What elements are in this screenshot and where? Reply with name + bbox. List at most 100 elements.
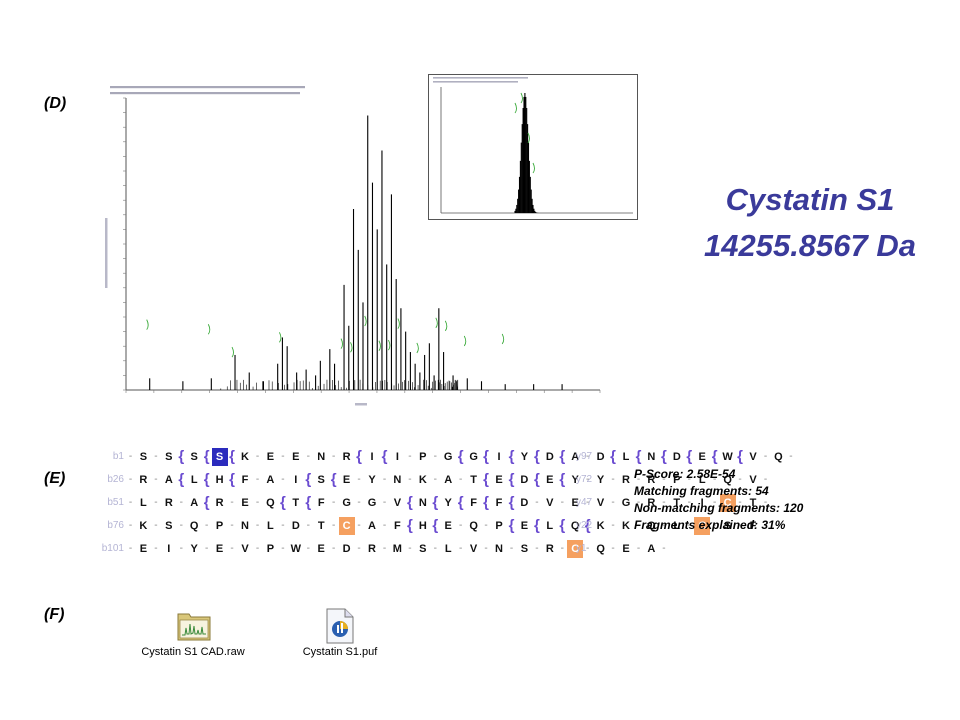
residue-separator: - <box>713 520 717 531</box>
residue-separator: - <box>636 497 641 508</box>
fragment-annotation-mark <box>416 342 419 354</box>
residue: W <box>290 543 301 555</box>
residue: A <box>164 474 173 486</box>
residue: W <box>722 451 733 463</box>
residue-separator: - <box>205 543 209 554</box>
residue: L <box>140 497 147 509</box>
residue: I <box>395 451 399 463</box>
residue: P <box>266 543 275 555</box>
residue-separator: - <box>154 520 158 531</box>
fragment-cleavage-mark: { <box>584 517 591 534</box>
residue: R <box>622 474 630 486</box>
residue: Q <box>570 520 580 532</box>
file-raw-name: Cystatin S1 CAD.raw <box>141 646 245 658</box>
fragment-cleavage-mark: { <box>483 494 490 511</box>
residue: N <box>241 520 249 532</box>
residue-separator: - <box>230 497 234 508</box>
sequence-row: b101- E - I - Y - E - V - P - W - E - D - R - M - S - L - V - N - S - R - C… <box>88 538 666 561</box>
residue-separator: - <box>611 474 615 485</box>
residue-separator: - <box>382 474 387 485</box>
residue-separator: - <box>509 543 514 554</box>
residue-separator: - <box>332 520 336 531</box>
residue: E <box>215 543 224 555</box>
residue-separator: - <box>357 497 361 508</box>
residue: V <box>749 451 757 463</box>
fragment-cleavage-mark: { <box>203 448 210 465</box>
y-ion-label: y22 <box>576 520 593 531</box>
residue-separator: - <box>433 543 437 554</box>
residue: I <box>497 451 501 463</box>
residue-separator: - <box>306 451 310 462</box>
residue: E <box>495 474 503 486</box>
residue-separator: - <box>433 451 437 462</box>
protein-name: Cystatin S1 <box>725 182 895 217</box>
residue-separator: - <box>154 451 158 462</box>
residue: V <box>469 543 478 555</box>
residue: I <box>294 474 298 486</box>
residue: Y <box>520 451 529 463</box>
fragments-explained: Fragments explained: 31% <box>634 518 786 532</box>
residue-separator: - <box>789 451 793 462</box>
fragment-annotation-mark <box>463 335 467 347</box>
file-raw[interactable]: Cystatin S1 CAD.raw <box>128 608 258 658</box>
residue-separator: - <box>179 543 183 554</box>
residue: D <box>342 543 351 555</box>
residue: P <box>419 451 427 463</box>
residue: S <box>139 451 148 463</box>
b-ion-label: b51 <box>107 497 124 508</box>
fragment-annotation-mark <box>378 340 381 352</box>
inset-annotation-mark <box>527 132 530 144</box>
residue: S <box>520 543 529 555</box>
inset-annotation-mark <box>532 162 535 174</box>
residue: N <box>647 451 656 463</box>
inset-axes <box>433 77 633 214</box>
residue: F <box>394 520 401 532</box>
residue-separator: - <box>382 520 387 531</box>
residue: D <box>291 520 300 532</box>
residue-separator: - <box>255 474 260 485</box>
residue: A <box>266 474 275 486</box>
residue: H <box>418 520 427 532</box>
residue-separator: - <box>357 520 361 531</box>
fragment-sequence-map: b1- S - S{S{S{K - E - E - N - R{I{I - P - G{G{I{Y{D{A - D… <box>88 446 793 561</box>
residue: C <box>694 517 711 535</box>
fragment-cleavage-mark: { <box>305 471 312 488</box>
residue-separator: - <box>433 474 437 485</box>
mass-spectrum <box>105 86 601 406</box>
residue-separator: - <box>128 497 133 508</box>
fragment-cleavage-mark: { <box>356 448 363 465</box>
residue: N <box>393 474 402 486</box>
fragment-annotation-mark <box>435 317 438 329</box>
inset-header-line <box>433 81 518 83</box>
fragment-cleavage-mark: { <box>203 494 210 511</box>
residue-separator: - <box>459 543 463 554</box>
residue-separator: - <box>484 543 488 554</box>
fragment-cleavage-mark: { <box>203 471 210 488</box>
residue: G <box>621 497 631 509</box>
residue-separator: - <box>611 497 615 508</box>
spectrum-inset <box>428 74 638 220</box>
file-puf[interactable]: Cystatin S1.puf <box>290 608 390 658</box>
residue-separator: - <box>128 520 133 531</box>
residue: Q <box>647 520 656 532</box>
fragment-cleavage-mark: { <box>508 517 515 534</box>
b-ion-label: b101 <box>101 543 124 554</box>
residue: C <box>338 517 355 535</box>
residue-separator: - <box>611 520 615 531</box>
x-axis-title-mark <box>355 403 367 406</box>
residue-separator: - <box>484 520 488 531</box>
residue: N <box>317 451 326 463</box>
residue-separator: - <box>763 520 768 531</box>
puf-file-icon <box>324 608 356 644</box>
residue-separator: - <box>713 497 717 508</box>
residue: V <box>749 474 757 486</box>
residue: E <box>571 497 579 509</box>
residue-separator: - <box>459 474 463 485</box>
residue: R <box>139 474 148 486</box>
residue: A <box>368 520 376 532</box>
fragment-cleavage-mark: { <box>711 448 718 465</box>
residue-separator: - <box>738 497 742 508</box>
residue: F <box>317 497 325 509</box>
residue: R <box>342 451 351 463</box>
residue: S <box>723 520 732 532</box>
